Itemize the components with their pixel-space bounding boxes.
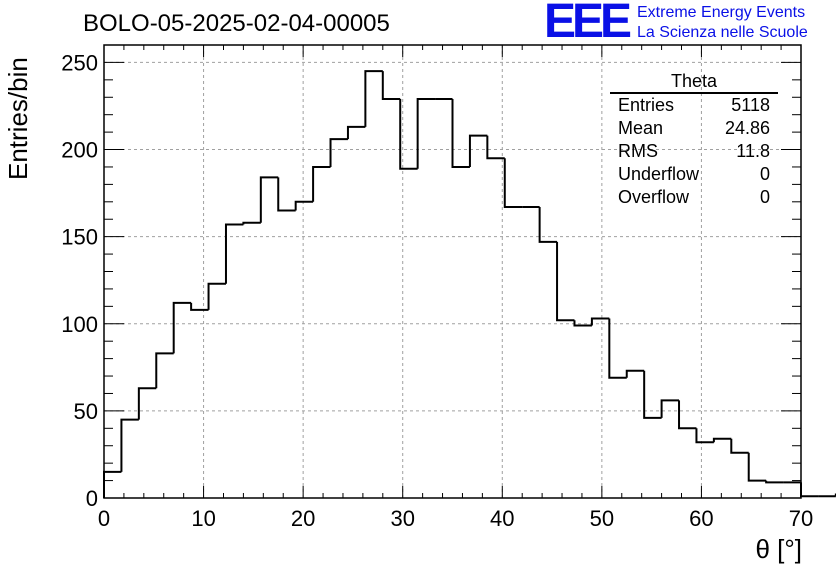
x-tick-label: 40 [490,506,514,531]
histogram-bin [643,370,662,419]
histogram-bin [190,302,209,311]
histogram-bin [207,282,226,310]
stats-value: 11.8 [736,141,770,161]
histogram-bin [329,138,348,167]
y-tick-label: 100 [61,312,98,337]
histogram-bin [608,318,627,379]
stats-label: Entries [618,95,675,115]
x-tick-label: 50 [590,506,614,531]
y-tick-label: 150 [61,225,98,250]
stats-row: RMS 11.8 [610,140,778,163]
histogram-bin [364,70,383,127]
histogram-bin [625,369,645,378]
histogram-bin [294,200,314,211]
logo-subtitle-2: La Scienza nelle Scuole [637,24,808,41]
x-tick-label: 20 [291,506,315,531]
histogram-bin [800,482,819,498]
histogram-bin [486,135,505,160]
histogram-bin [224,223,244,284]
histogram-bin [660,399,680,418]
stats-value: 0 [759,164,770,184]
stats-row: Mean 24.86 [610,117,778,140]
histogram-bin [747,452,767,482]
histogram-bin [120,418,139,472]
y-tick-label: 250 [61,50,98,75]
histogram-bin [416,98,436,169]
stats-title: Theta [610,70,778,94]
histogram-bin [695,428,714,444]
histogram-bin [730,438,749,454]
stats-label: Mean [618,118,664,138]
histogram-bin [556,241,575,322]
histogram-bin [137,387,157,420]
histogram-bin [277,177,296,212]
histogram-bin [503,158,523,209]
x-tick-label: 60 [689,506,713,531]
y-tick-label: 0 [86,486,98,511]
histogram-bin [712,437,732,443]
x-tick-label: 30 [390,506,414,531]
stats-label: Overflow [618,187,690,207]
y-tick-label: 200 [61,138,98,163]
stats-value: 24.86 [724,118,770,138]
stats-value: 5118 [731,95,770,115]
histogram-bin [312,165,331,202]
plot-frame [103,44,802,499]
logo-subtitle-1: Extreme Energy Events [637,4,806,21]
histogram-bin [451,99,470,168]
stats-box: Theta Entries 5118 Mean 24.86 RMS 11.8 Unde… [610,70,778,209]
x-tick-label: 0 [98,506,110,531]
histogram-bin [259,176,279,223]
histogram-bin [678,400,697,430]
eee-logo: EEE [544,0,632,48]
histogram-bin [346,125,366,140]
histogram-bin [103,470,122,498]
stats-label: Underflow [618,164,700,184]
histogram-bin [468,134,488,167]
x-tick-label: 70 [789,506,813,531]
stats-value: 0 [759,187,770,207]
stats-label: RMS [618,141,658,161]
histogram-bin [538,207,558,243]
chart-title: BOLO-05-2025-02-04-00005 [83,10,390,37]
y-tick-label: 50 [74,399,98,424]
histogram-bin [155,352,174,389]
x-axis-label: θ [°] [755,534,802,564]
stats-row: Underflow 0 [610,163,778,186]
histogram-bin [573,320,592,327]
stats-row: Overflow 0 [610,186,778,209]
histogram-bin [590,317,610,326]
histogram-bin [765,480,784,484]
histogram-bin [399,99,418,170]
histogram-bin [172,301,192,354]
stats-row: Entries 5118 [610,94,778,117]
x-tick-label: 10 [191,506,215,531]
histogram-bin [381,71,401,101]
histogram-bin [242,221,261,225]
